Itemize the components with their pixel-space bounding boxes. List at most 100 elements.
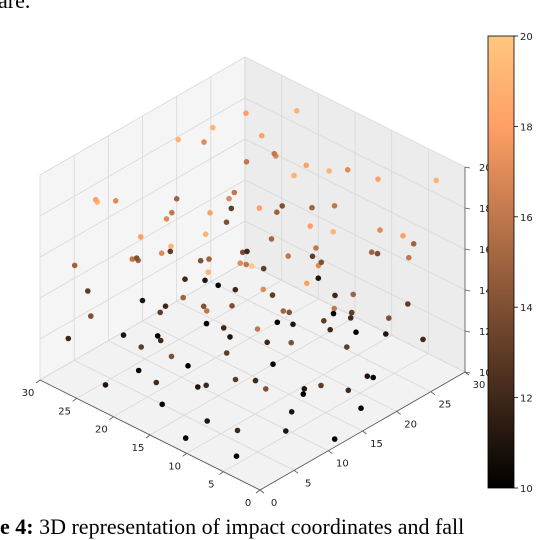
scatter-point (139, 297, 146, 304)
x-tick-mark (219, 471, 224, 475)
scatter-point (207, 210, 213, 216)
figure-caption-text: 3D representation of impact coordinates … (39, 514, 465, 539)
y-tick-label: 0 (271, 498, 277, 509)
grid-line-z (39, 138, 246, 258)
scatter-point (350, 291, 357, 298)
scatter-point (260, 286, 267, 293)
scatter-point (283, 428, 289, 434)
scatter-point (200, 303, 207, 310)
x-tick-mark (35, 379, 41, 384)
grid-line-z (39, 56, 246, 176)
scatter-point (269, 292, 276, 298)
scatter-point (88, 313, 94, 319)
grid-line-y (142, 320, 363, 432)
scatter-point (157, 337, 164, 344)
scatter-point (410, 241, 417, 247)
grid-line-y (210, 281, 432, 393)
scatter-point (433, 177, 440, 184)
colorbar-gradient (487, 35, 515, 489)
grid-line-y (176, 300, 397, 412)
scatter-point (203, 308, 210, 314)
scatter-point (65, 335, 72, 342)
scatter-point (180, 294, 186, 301)
scatter-point (203, 382, 209, 389)
scatter-point (377, 227, 383, 233)
scatter-point (279, 203, 286, 209)
colorbar-tick-label: 16 (520, 213, 533, 224)
scatter-point (248, 263, 255, 269)
scatter-point (220, 325, 227, 331)
scatter-point (294, 108, 300, 114)
z-tick-label: 20 (479, 163, 492, 174)
scatter-point (254, 326, 261, 332)
scatter-point (204, 418, 210, 424)
scatter-point (168, 243, 174, 250)
scatter-point (129, 256, 136, 262)
scatter-point (420, 336, 426, 343)
scatter-point (374, 250, 381, 257)
scatter-point (175, 136, 181, 143)
y-tick-label: 20 (404, 419, 417, 430)
scatter-point (232, 286, 239, 293)
scatter-point (71, 262, 78, 269)
scatter-point (158, 250, 165, 256)
scatter-point (231, 189, 238, 196)
x-tick-mark (72, 398, 77, 402)
scatter-point (300, 391, 307, 397)
x-tick-label: 5 (208, 480, 214, 491)
z-tick-label: 10 (479, 368, 492, 379)
scatter-point (85, 288, 91, 294)
scatter-point (135, 367, 142, 374)
grid-line-z (244, 220, 466, 332)
scatter-point (226, 195, 232, 202)
scatter-point (368, 249, 375, 255)
scatter-point (202, 277, 208, 284)
scatter-point (330, 310, 337, 317)
scatter-point (92, 196, 99, 203)
scatter-point (162, 303, 169, 310)
grid-line-z (39, 261, 246, 381)
scatter-point (260, 265, 267, 272)
grid-line-z (244, 179, 466, 291)
scatter-point (243, 110, 249, 116)
scatter-point (167, 248, 174, 255)
scatter-point (344, 344, 350, 350)
scatter-point (274, 319, 281, 326)
scatter-point (205, 269, 211, 276)
scatter-point (227, 334, 233, 340)
scatter-point (400, 233, 406, 239)
scatter-point (197, 257, 204, 264)
figure-caption: e 4: 3D representation of impact coordin… (0, 514, 464, 540)
scatter-point (270, 361, 276, 368)
x-tick-label: 25 (58, 406, 71, 417)
scatter-point (386, 315, 392, 321)
y-tick-label: 5 (305, 478, 311, 489)
scatter-point (331, 436, 338, 442)
colorbar-tick-label: 10 (520, 484, 533, 495)
scatter-point (288, 339, 295, 346)
scatter-point (274, 209, 280, 215)
scatter-point (239, 249, 246, 256)
scatter-point (358, 405, 364, 412)
caption-fragment-top: are. (0, 0, 31, 13)
z-tick-mark (464, 330, 471, 333)
scatter-point (331, 305, 338, 312)
scatter-point (383, 331, 389, 337)
scatter-point (243, 159, 250, 165)
scatter-point (326, 168, 333, 174)
scatter-point (406, 254, 412, 261)
scatter-point (286, 309, 293, 316)
z-tick-mark (464, 289, 471, 292)
scatter-point (309, 204, 315, 211)
scatter-point (252, 377, 259, 384)
scatter-point (330, 229, 337, 235)
scatter-point (375, 176, 381, 182)
y-tick-mark (430, 391, 436, 395)
scatter-point (288, 409, 295, 415)
scatter-point (133, 255, 140, 261)
scatter-point (304, 280, 310, 287)
y-tick-mark (293, 470, 299, 474)
scatter-point (280, 308, 287, 314)
